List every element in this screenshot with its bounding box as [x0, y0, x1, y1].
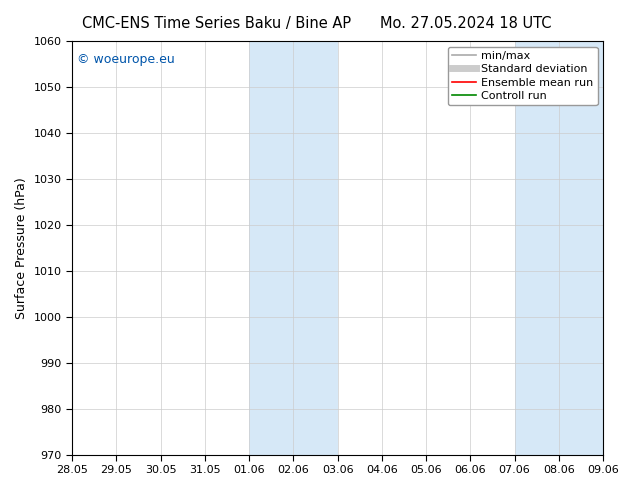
Text: © woeurope.eu: © woeurope.eu	[77, 53, 175, 67]
Bar	[294, 41, 338, 455]
Legend: min/max, Standard deviation, Ensemble mean run, Controll run: min/max, Standard deviation, Ensemble me…	[448, 47, 598, 105]
Y-axis label: Surface Pressure (hPa): Surface Pressure (hPa)	[15, 177, 28, 318]
Bar	[559, 41, 603, 455]
Bar	[515, 41, 559, 455]
Text: Mo. 27.05.2024 18 UTC: Mo. 27.05.2024 18 UTC	[380, 16, 552, 31]
Bar	[249, 41, 294, 455]
Text: CMC-ENS Time Series Baku / Bine AP: CMC-ENS Time Series Baku / Bine AP	[82, 16, 351, 31]
